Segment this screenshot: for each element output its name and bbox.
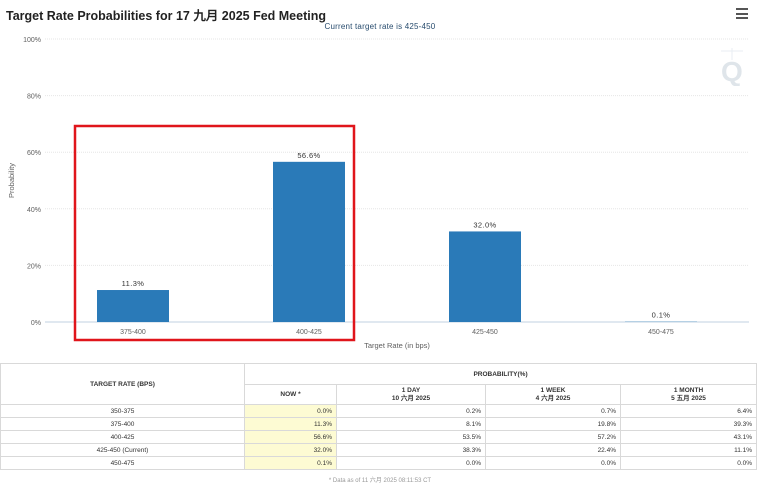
y-tick-label: 0%	[31, 320, 41, 327]
1-day-cell: 0.0%	[336, 456, 486, 470]
column-header-1-month: 1 MONTH 5 五月 2025	[619, 384, 758, 405]
x-tick-label: 375-400	[120, 329, 146, 336]
y-axis-title: Probability	[7, 163, 16, 198]
1-week-cell: 0.0%	[485, 456, 621, 470]
1-day-cell: 8.1%	[336, 417, 486, 431]
table-body: 350-375 0.0% 0.2% 0.7% 6.4% 375-400 11.3% 8.1% 1…	[0, 404, 758, 470]
1-month-cell: 6.4%	[619, 404, 758, 418]
now-cell: 32.0%	[244, 443, 337, 457]
1-month-cell: 0.0%	[619, 456, 758, 470]
1-week-cell: 22.4%	[485, 443, 621, 457]
table-row: 425-450 (Current) 32.0% 38.3% 22.4% 11.1%	[0, 443, 758, 457]
bar-value-label: 56.6%	[297, 151, 320, 160]
table-row: 350-375 0.0% 0.2% 0.7% 6.4%	[0, 404, 758, 418]
bar-value-label: 11.3%	[122, 279, 145, 288]
table-row: 450-475 0.1% 0.0% 0.0% 0.0%	[0, 456, 758, 470]
1-day-cell: 38.3%	[336, 443, 486, 457]
1-week-cell: 0.7%	[485, 404, 621, 418]
1-month-cell: 39.3%	[619, 417, 758, 431]
bar-chart: 0% 20% 40% 60% 80% 100% 11.3% 375-400 56.6% 400-4…	[7, 37, 749, 350]
x-tick-label: 450-475	[648, 329, 674, 336]
rate-cell: 350-375	[0, 404, 245, 418]
1-day-cell: 53.5%	[336, 430, 486, 444]
1-week-cell: 19.8%	[485, 417, 621, 431]
column-header-now: NOW *	[244, 384, 337, 405]
now-cell: 56.6%	[244, 430, 337, 444]
now-cell: 0.0%	[244, 404, 337, 418]
menu-icon[interactable]	[736, 8, 748, 19]
y-tick-label: 60%	[27, 150, 41, 157]
y-tick-label: 80%	[27, 94, 41, 101]
1-month-cell: 11.1%	[619, 443, 758, 457]
bar	[273, 161, 345, 322]
rate-cell: 425-450 (Current)	[0, 443, 245, 457]
y-tick-label: 100%	[23, 37, 41, 44]
now-cell: 11.3%	[244, 417, 337, 431]
rate-cell: 450-475	[0, 456, 245, 470]
1-week-cell: 57.2%	[485, 430, 621, 444]
rate-cell: 400-425	[0, 430, 245, 444]
table-row: 400-425 56.6% 53.5% 57.2% 43.1%	[0, 430, 758, 444]
chart-subtitle: Current target rate is 425-450	[324, 22, 436, 31]
column-header-1-week: 1 WEEK 4 六月 2025	[485, 384, 621, 405]
x-tick-label: 425-450	[472, 329, 498, 336]
now-cell: 0.1%	[244, 456, 337, 470]
rate-cell: 375-400	[0, 417, 245, 431]
y-tick-label: 20%	[27, 263, 41, 270]
y-tick-label: 40%	[27, 207, 41, 214]
q-watermark-icon: Q	[721, 48, 743, 86]
highlight-box	[73, 124, 356, 342]
bar	[97, 290, 169, 322]
1-day-cell: 0.2%	[336, 404, 486, 418]
bar-value-label: 32.0%	[473, 220, 496, 229]
table-row: 375-400 11.3% 8.1% 19.8% 39.3%	[0, 417, 758, 431]
bar-value-label: 0.1%	[652, 311, 671, 320]
1-month-cell: 43.1%	[619, 430, 758, 444]
chart-title: Target Rate Probabilities for 17 九月 2025…	[6, 9, 326, 23]
x-axis-title: Target Rate (in bps)	[364, 341, 430, 350]
probability-column-header: PROBABILITY(%)	[243, 363, 758, 385]
data-timestamp-footnote: * Data as of 11 六月 2025 08:11:53 CT	[328, 478, 432, 484]
probability-table: TARGET RATE (BPS) PROBABILITY(%) NOW * 1…	[0, 363, 758, 470]
column-header-1-day: 1 DAY 10 六月 2025	[336, 384, 486, 405]
svg-text:Q: Q	[721, 56, 743, 86]
x-tick-label: 400-425	[296, 329, 322, 336]
rate-column-header: TARGET RATE (BPS)	[0, 363, 245, 405]
bar	[449, 231, 521, 322]
